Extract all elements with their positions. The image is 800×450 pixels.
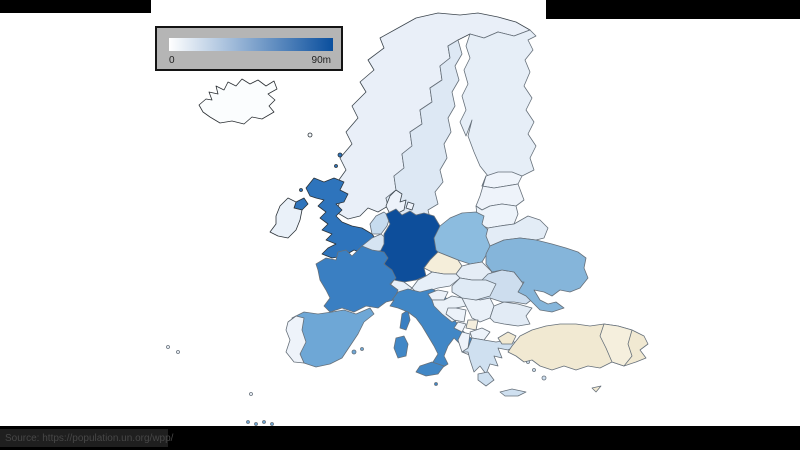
country-serbia[interactable] bbox=[461, 297, 495, 323]
region-turkey-east[interactable] bbox=[599, 323, 633, 367]
azores-islands bbox=[176, 350, 180, 354]
canary-islands bbox=[246, 420, 250, 424]
country-bulgaria[interactable] bbox=[489, 301, 533, 327]
madeira-island bbox=[249, 392, 253, 396]
legend-min-label: 0 bbox=[169, 55, 175, 66]
shetland-islands bbox=[337, 152, 343, 158]
country-greece[interactable] bbox=[461, 337, 521, 375]
country-sweden[interactable] bbox=[385, 39, 463, 225]
balearic-islands bbox=[351, 349, 357, 355]
country-ireland[interactable] bbox=[269, 197, 303, 239]
canary-islands bbox=[254, 422, 258, 426]
canary-islands bbox=[262, 420, 266, 424]
country-denmark[interactable] bbox=[385, 189, 407, 215]
hebrides-islands bbox=[299, 188, 303, 192]
canary-islands bbox=[270, 422, 274, 426]
aegean-islands bbox=[532, 368, 536, 372]
country-bosnia[interactable] bbox=[445, 307, 467, 323]
top-right-black-bar bbox=[546, 0, 800, 19]
faroe-islands bbox=[307, 132, 313, 138]
country-france[interactable] bbox=[315, 245, 399, 313]
legend: 0 90m bbox=[155, 26, 343, 71]
island-cyprus[interactable] bbox=[591, 385, 602, 393]
country-finland[interactable] bbox=[459, 29, 537, 183]
source-text: Source: https://population.un.org/wpp/ bbox=[5, 432, 174, 444]
island-malta bbox=[434, 382, 438, 386]
island-rhodes bbox=[541, 375, 547, 381]
country-kosovo[interactable] bbox=[465, 319, 479, 331]
legend-max-label: 90m bbox=[311, 55, 331, 66]
island-corsica[interactable] bbox=[399, 309, 411, 331]
region-turkish-thrace[interactable] bbox=[497, 331, 517, 345]
azores-islands bbox=[166, 345, 170, 349]
country-iceland[interactable] bbox=[198, 78, 278, 125]
source-attribution: Source: https://population.un.org/wpp/ bbox=[0, 429, 173, 447]
island-sicily[interactable] bbox=[415, 361, 445, 377]
island-sardinia[interactable] bbox=[393, 335, 409, 359]
legend-gradient-bar bbox=[169, 38, 333, 51]
top-left-black-bar bbox=[0, 0, 151, 13]
country-ukraine[interactable] bbox=[485, 237, 589, 313]
country-denmark-zealand[interactable] bbox=[405, 201, 415, 211]
region-peloponnese[interactable] bbox=[477, 371, 495, 387]
orkney-islands bbox=[334, 164, 338, 168]
country-slovenia[interactable] bbox=[427, 289, 449, 301]
country-portugal[interactable] bbox=[285, 315, 307, 364]
country-north-macedonia[interactable] bbox=[469, 327, 491, 341]
island-crete[interactable] bbox=[499, 388, 527, 397]
balearic-islands bbox=[360, 347, 364, 351]
country-hungary[interactable] bbox=[451, 277, 497, 301]
